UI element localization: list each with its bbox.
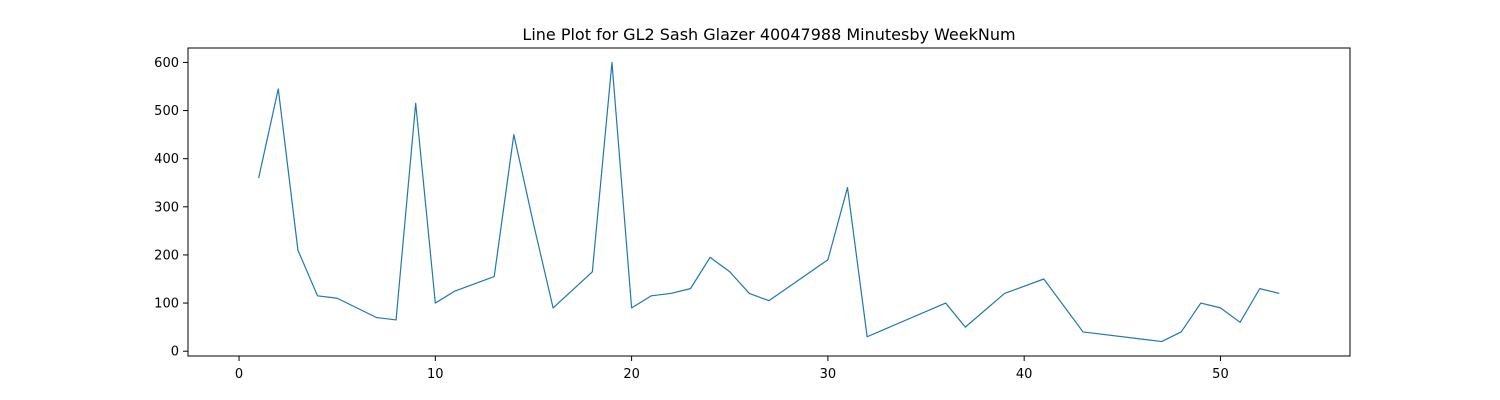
- x-tick-label: 20: [623, 367, 640, 382]
- y-tick-label: 400: [154, 152, 179, 167]
- y-tick-label: 100: [154, 297, 179, 312]
- series-group: [258, 61, 1280, 343]
- y-tick-label: 0: [171, 345, 179, 360]
- y-tick-label: 300: [154, 200, 179, 215]
- x-axis: 0 10 20 30 40 50: [235, 356, 1229, 382]
- y-tick-label: 600: [154, 56, 179, 71]
- chart-title: Line Plot for GL2 Sash Glazer 40047988 M…: [522, 25, 1015, 44]
- x-tick-label: 10: [427, 367, 444, 382]
- x-tick-label: 50: [1212, 367, 1229, 382]
- y-tick-label: 500: [154, 104, 179, 119]
- y-tick-label: 200: [154, 248, 179, 263]
- x-tick-label: 40: [1016, 367, 1033, 382]
- plot-area-frame: [187, 47, 1351, 357]
- series-line: [258, 61, 1280, 343]
- x-tick-label: 0: [235, 367, 243, 382]
- x-tick-label: 30: [820, 367, 837, 382]
- y-axis: 0 100 200 300 400 500 600: [154, 56, 188, 360]
